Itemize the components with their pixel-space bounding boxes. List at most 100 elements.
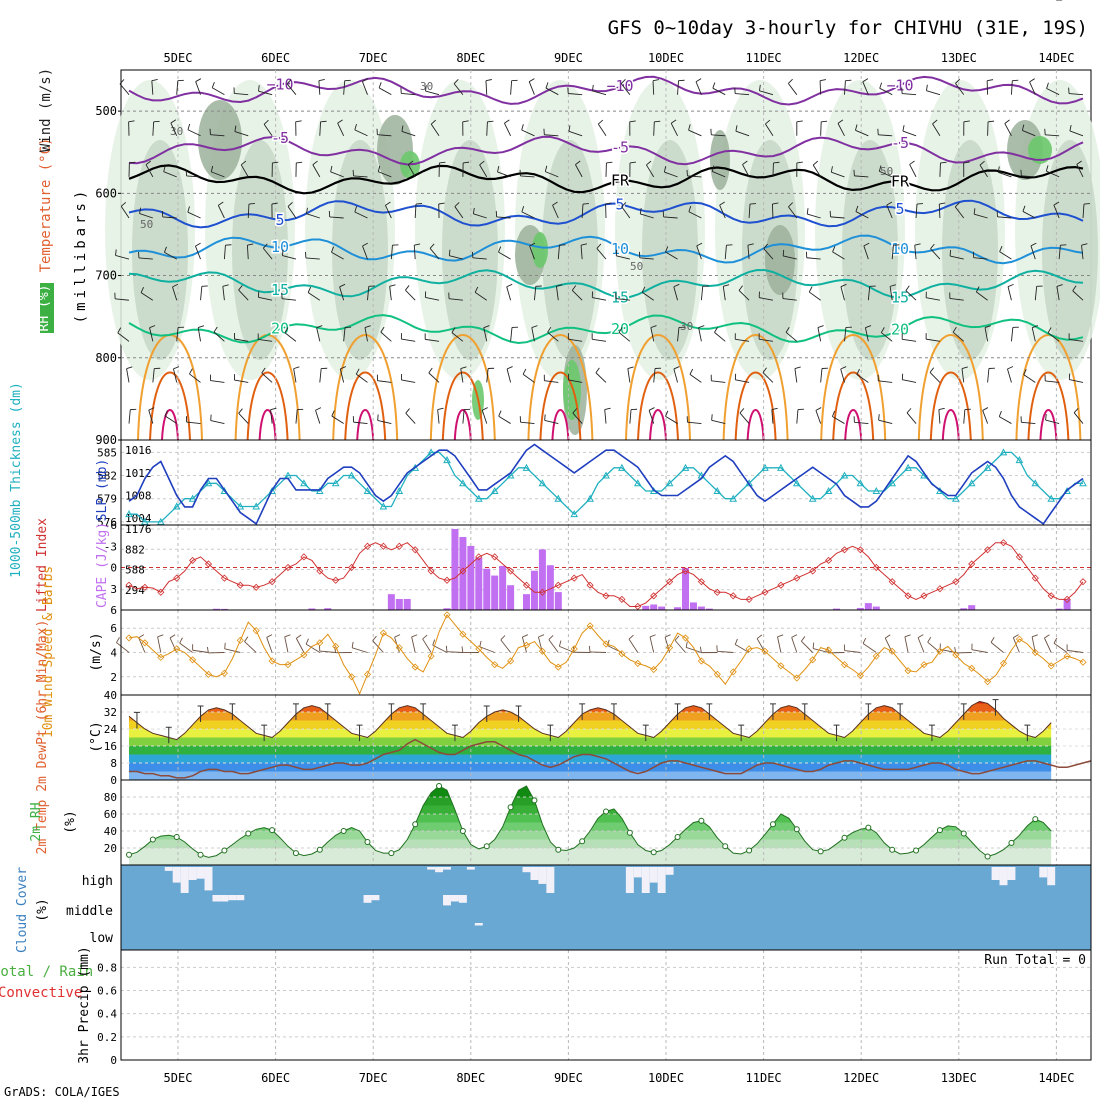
wind-barb xyxy=(306,213,320,219)
wind-barb-flag xyxy=(380,326,385,333)
wind-barb xyxy=(597,123,607,137)
pressure-tick-label: 700 xyxy=(95,269,117,283)
rh-shade-50 xyxy=(442,140,498,360)
wind-barb-flag xyxy=(354,206,358,213)
date-labels-top: 5DEC 6DEC 7DEC 8DEC 9DEC 10DEC 11DEC 12DEC 13DEC… xyxy=(164,51,1075,65)
wind-barb-flag xyxy=(909,160,915,165)
wind-barb-flag xyxy=(855,124,858,131)
wind-barb xyxy=(809,291,821,301)
wind-barb xyxy=(1058,245,1061,260)
wind-barb-flag xyxy=(629,161,636,164)
wind-barb xyxy=(330,171,344,178)
wind-barb xyxy=(711,380,726,383)
thickness-tick-label: 585 xyxy=(97,446,117,459)
lifted-index-point xyxy=(268,578,276,586)
wind-barb xyxy=(604,409,607,424)
wind-barb xyxy=(917,637,925,653)
wind-barb-flag xyxy=(698,325,705,329)
wind-barb xyxy=(506,286,512,301)
wind-barb xyxy=(1012,637,1020,653)
wind-barb-flag xyxy=(902,125,905,132)
rh-point xyxy=(960,830,967,837)
wind-barb xyxy=(189,373,201,383)
temperature-legend-label: Temperature (°C) xyxy=(38,138,54,273)
wind-barb xyxy=(413,245,416,260)
wind-barb xyxy=(192,649,209,653)
lifted-index-series-line xyxy=(128,542,1084,607)
wind-barb-flag xyxy=(187,206,190,213)
wind-barb-flag xyxy=(414,243,421,246)
wind-barb xyxy=(451,332,464,342)
thickness-point xyxy=(236,502,245,510)
wind-barb xyxy=(592,338,607,342)
wind-barb xyxy=(337,122,345,136)
cape-bar xyxy=(872,606,880,610)
wind-barb xyxy=(1076,164,1084,178)
wind-barb-flag xyxy=(195,78,202,82)
wind-barb xyxy=(580,245,583,260)
wind-barb xyxy=(771,409,774,424)
wind-speed-point xyxy=(999,659,1008,667)
thickness-point xyxy=(904,463,912,471)
precip-tick-label: 0.6 xyxy=(97,985,117,998)
wind-barb-flag xyxy=(210,165,214,172)
rh-contour-label: 50 xyxy=(630,260,643,273)
lifted-index-cape-panel: -6 -3 0 3 6 1176 882 588 294 Lifted Index CAPE (J/… xyxy=(35,518,1092,617)
wind-barb-flag xyxy=(699,646,702,653)
wind-barb xyxy=(902,93,917,96)
wind-barb xyxy=(938,203,941,219)
wind-barb-flag xyxy=(929,367,935,373)
wind-barb xyxy=(979,164,988,178)
wind-barb xyxy=(1082,204,1085,219)
thickness-point xyxy=(872,486,881,494)
wind-barb xyxy=(926,297,940,301)
thickness-point xyxy=(268,486,276,494)
wind-barb-flag xyxy=(454,202,460,207)
wind-barb-flag xyxy=(521,124,524,131)
isotherm-20 xyxy=(128,314,1084,345)
wind-barb xyxy=(186,175,201,178)
wind-barb xyxy=(854,421,869,425)
wind-barb-flag xyxy=(528,78,535,83)
wind-barb-flag xyxy=(271,202,278,205)
wind-barb xyxy=(689,374,702,383)
wind-barb-flag xyxy=(695,78,702,83)
isotherm-35 xyxy=(844,409,863,441)
wind-barb-flag xyxy=(187,123,191,130)
date-label-top: 6DEC xyxy=(261,51,290,65)
wind-barb-flag xyxy=(293,366,300,370)
thickness-point xyxy=(951,494,960,502)
thickness-point xyxy=(188,494,197,502)
thickness-point xyxy=(331,479,340,487)
wind-barb xyxy=(378,171,392,178)
wind-barb-flag xyxy=(627,366,634,370)
lifted-index-point xyxy=(825,556,833,564)
wind-barb xyxy=(840,286,845,301)
clear-sky-bar xyxy=(522,867,531,873)
wind-barb-flag xyxy=(955,78,961,84)
rh-point xyxy=(292,850,299,857)
isotherm-25 xyxy=(332,334,399,441)
temp-tick-label: 8 xyxy=(110,757,117,770)
rh-tick-label: 60 xyxy=(104,808,117,821)
wind-barb-flag xyxy=(139,207,142,214)
wind-speed-point xyxy=(348,673,356,681)
wind-speed-point xyxy=(745,645,753,653)
wind-barb xyxy=(432,644,448,653)
isotherm-label: −10 xyxy=(266,76,293,94)
date-label-bottom: 10DEC xyxy=(648,1071,684,1085)
wind-barb xyxy=(315,410,321,424)
cape-bar xyxy=(324,608,332,610)
wind-barb-flag xyxy=(592,84,594,91)
lifted-index-point xyxy=(872,563,880,572)
wind-barb xyxy=(855,129,869,137)
date-label-top: 9DEC xyxy=(554,51,583,65)
cape-bar xyxy=(523,594,530,610)
wind-barb xyxy=(448,298,463,301)
wind-barb xyxy=(481,410,488,424)
wind-barb xyxy=(238,289,249,301)
wind-speed-point xyxy=(729,668,737,676)
cape-bar xyxy=(507,585,515,610)
isotherm-25 xyxy=(1015,334,1082,441)
wind-barb-flag xyxy=(979,160,985,166)
